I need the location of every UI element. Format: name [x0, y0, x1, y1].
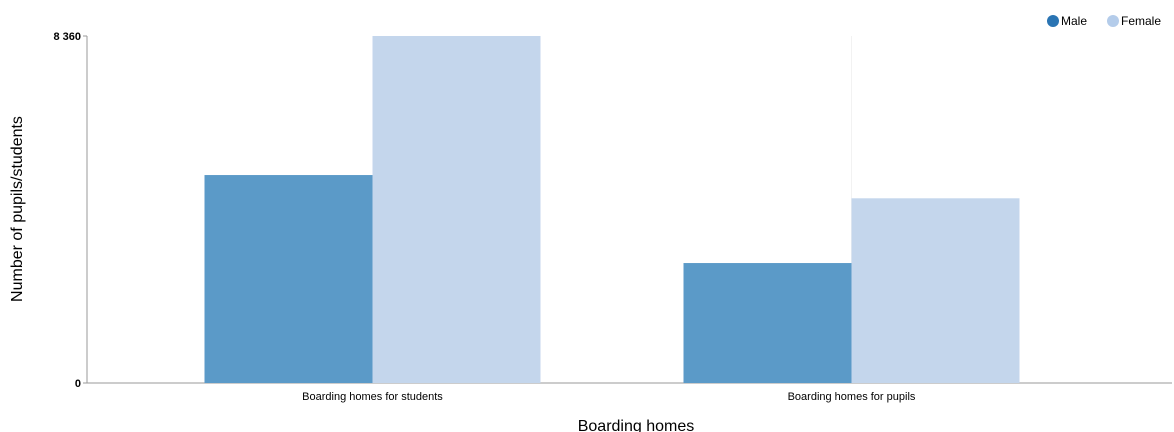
x-axis-ticks: Boarding homes for students Boarding home… — [302, 391, 916, 403]
legend-label-female[interactable]: Female — [1121, 14, 1161, 28]
legend-swatch-male[interactable] — [1047, 15, 1059, 27]
bar-male-1 — [204, 175, 373, 383]
x-tick-label: Boarding homes for students — [302, 391, 443, 403]
y-axis-ticks: 0 8 360 — [53, 31, 87, 390]
bar-male-2 — [683, 263, 852, 383]
bars — [204, 36, 1020, 383]
bar-female-2 — [851, 198, 1020, 383]
legend-swatch-female[interactable] — [1107, 15, 1119, 27]
bar-female-1 — [372, 36, 541, 383]
legend: Male Female — [1047, 14, 1161, 28]
y-tick-label: 0 — [75, 378, 81, 390]
x-axis-title: Boarding homes — [578, 418, 695, 432]
y-tick-label: 8 360 — [53, 31, 81, 43]
y-axis-title: Number of pupils/students — [9, 116, 26, 302]
x-tick-label: Boarding homes for pupils — [788, 391, 916, 403]
legend-label-male[interactable]: Male — [1061, 14, 1087, 28]
